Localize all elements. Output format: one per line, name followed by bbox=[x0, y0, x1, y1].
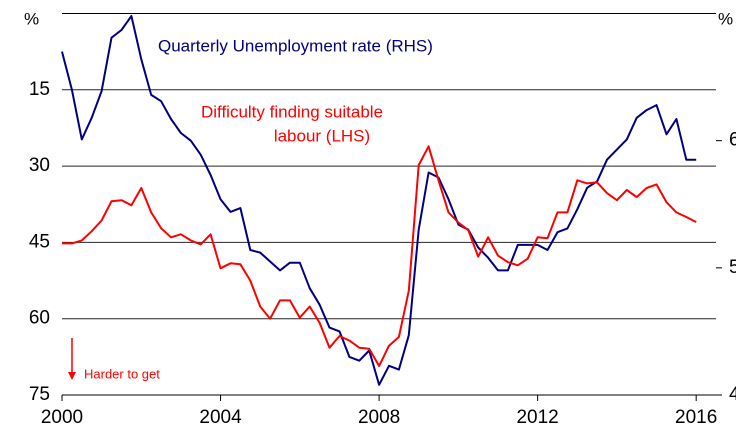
series-line bbox=[62, 145, 697, 367]
y-tick-label: 75 bbox=[29, 384, 50, 405]
x-tick-label: 2008 bbox=[358, 407, 400, 428]
x-tick-label: 2000 bbox=[41, 407, 83, 428]
y2-tick-label: 4 bbox=[729, 384, 736, 405]
left-unit: % bbox=[24, 9, 39, 28]
y-tick-label: 45 bbox=[29, 231, 50, 252]
series-line bbox=[61, 15, 697, 386]
annotation: Harder to get bbox=[84, 366, 160, 381]
x-tick-label: 2016 bbox=[675, 407, 717, 428]
y2-tick-label: 5 bbox=[729, 257, 736, 278]
annotation: Difficulty finding suitable bbox=[201, 102, 383, 121]
y-tick-label: 30 bbox=[29, 155, 50, 176]
annotation: Quarterly Unemployment rate (RHS) bbox=[158, 36, 433, 55]
y2-tick-label: 6 bbox=[729, 130, 736, 151]
y-tick-label: 15 bbox=[29, 79, 50, 100]
annotation: labour (LHS) bbox=[274, 126, 370, 145]
right-unit: % bbox=[718, 9, 733, 28]
arrow-head bbox=[68, 372, 76, 380]
y-tick-label: 60 bbox=[29, 308, 50, 329]
x-tick-label: 2004 bbox=[199, 407, 242, 428]
x-tick-label: 2012 bbox=[516, 407, 558, 428]
